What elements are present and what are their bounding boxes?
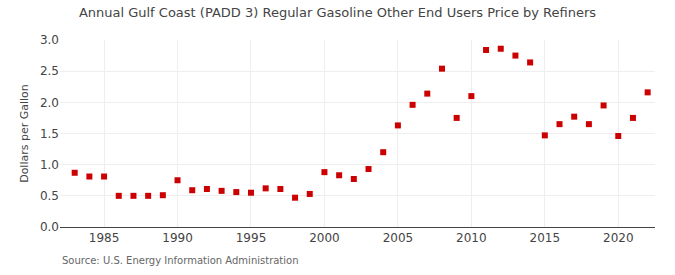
svg-text:Annual Gulf Coast (PADD 3) Reg: Annual Gulf Coast (PADD 3) Regular Gasol… bbox=[79, 5, 596, 20]
svg-text:2005: 2005 bbox=[383, 231, 414, 245]
svg-text:2020: 2020 bbox=[603, 231, 634, 245]
svg-text:Source: U.S. Energy Informatio: Source: U.S. Energy Information Administ… bbox=[62, 255, 299, 266]
svg-text:2010: 2010 bbox=[456, 231, 487, 245]
svg-text:0.0: 0.0 bbox=[40, 220, 59, 234]
svg-text:2015: 2015 bbox=[530, 231, 561, 245]
svg-text:2000: 2000 bbox=[309, 231, 340, 245]
svg-text:3.0: 3.0 bbox=[40, 33, 59, 47]
svg-text:Dollars per Gallon: Dollars per Gallon bbox=[18, 84, 31, 183]
svg-text:1.0: 1.0 bbox=[40, 158, 59, 172]
svg-text:1985: 1985 bbox=[89, 231, 120, 245]
svg-text:1.5: 1.5 bbox=[40, 127, 59, 141]
svg-text:2.5: 2.5 bbox=[40, 64, 59, 78]
svg-text:1990: 1990 bbox=[162, 231, 193, 245]
svg-text:0.5: 0.5 bbox=[40, 189, 59, 203]
svg-text:1995: 1995 bbox=[236, 231, 267, 245]
svg-text:2.0: 2.0 bbox=[40, 96, 59, 110]
